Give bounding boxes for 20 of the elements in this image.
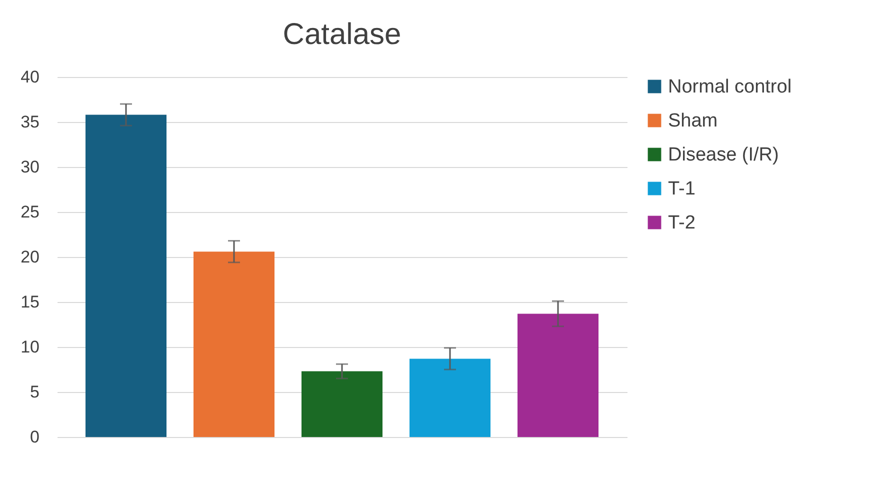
y-tick-label: 30	[20, 158, 40, 176]
y-tick-label: 15	[20, 292, 40, 312]
legend-label: Disease (I/R)	[668, 144, 779, 166]
y-tick-label: 20	[20, 248, 40, 266]
bar	[410, 358, 490, 437]
y-tick-label: 25	[20, 202, 40, 222]
legend-label: Sham	[668, 110, 718, 132]
y-tick-label: 40	[20, 68, 40, 86]
y-tick-label: 10	[20, 338, 40, 356]
chart-title: Catalase	[282, 18, 402, 51]
y-tick-label: 35	[20, 112, 40, 132]
y-tick-label: 0	[30, 428, 40, 446]
bar	[518, 314, 598, 437]
bar	[86, 114, 166, 437]
bar	[194, 252, 274, 437]
y-tick-label: 5	[30, 382, 40, 402]
legend-label: Normal control	[668, 76, 792, 98]
bar	[302, 371, 382, 437]
legend-label: T-1	[668, 178, 696, 200]
legend-label: T-2	[668, 212, 696, 234]
